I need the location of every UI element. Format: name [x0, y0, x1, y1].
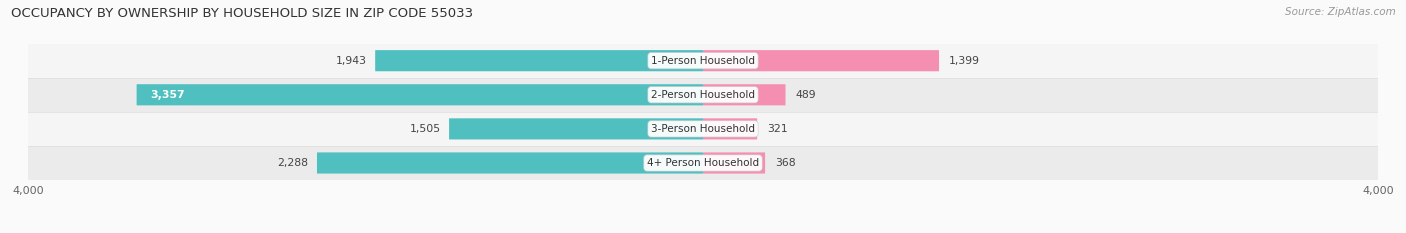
FancyBboxPatch shape [449, 118, 703, 140]
FancyBboxPatch shape [703, 84, 786, 105]
FancyBboxPatch shape [375, 50, 703, 71]
Text: 2-Person Household: 2-Person Household [651, 90, 755, 100]
Text: 2,288: 2,288 [277, 158, 308, 168]
Text: 3,357: 3,357 [150, 90, 184, 100]
Text: Source: ZipAtlas.com: Source: ZipAtlas.com [1285, 7, 1396, 17]
FancyBboxPatch shape [703, 50, 939, 71]
Text: 1,943: 1,943 [336, 56, 367, 66]
FancyBboxPatch shape [136, 84, 703, 105]
Bar [28, 146, 1378, 180]
Bar [28, 44, 1378, 78]
Text: OCCUPANCY BY OWNERSHIP BY HOUSEHOLD SIZE IN ZIP CODE 55033: OCCUPANCY BY OWNERSHIP BY HOUSEHOLD SIZE… [11, 7, 474, 20]
Text: 4+ Person Household: 4+ Person Household [647, 158, 759, 168]
FancyBboxPatch shape [703, 152, 765, 174]
Bar [28, 78, 1378, 112]
Text: 1,399: 1,399 [949, 56, 980, 66]
Text: 1-Person Household: 1-Person Household [651, 56, 755, 66]
Text: 3-Person Household: 3-Person Household [651, 124, 755, 134]
Text: 489: 489 [796, 90, 817, 100]
Text: 1,505: 1,505 [409, 124, 440, 134]
Bar [28, 112, 1378, 146]
FancyBboxPatch shape [316, 152, 703, 174]
FancyBboxPatch shape [703, 118, 758, 140]
Text: 321: 321 [768, 124, 787, 134]
Text: 368: 368 [775, 158, 796, 168]
